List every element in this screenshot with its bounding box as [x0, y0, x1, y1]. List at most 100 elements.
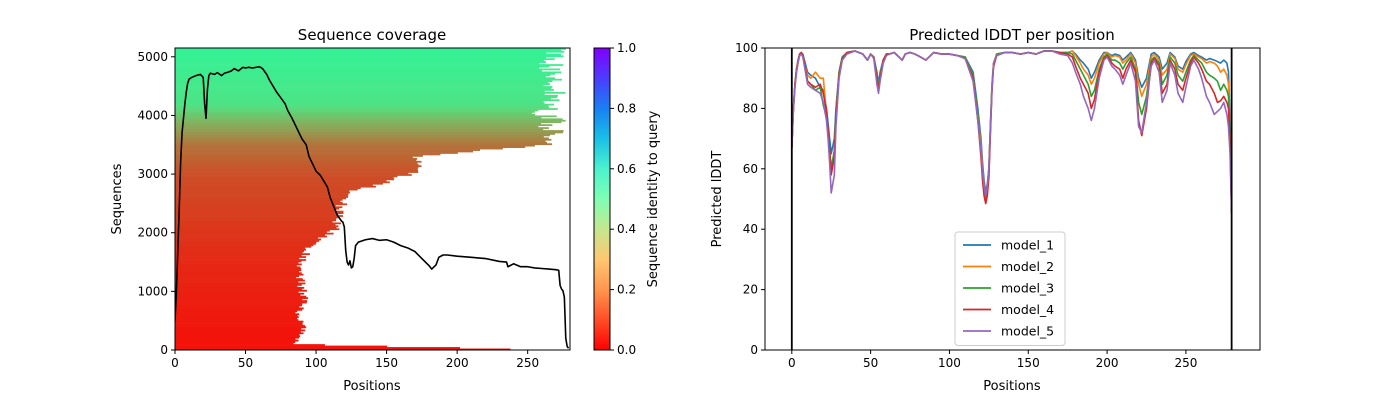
plddt-series-layer	[791, 50, 1233, 215]
plddt-y-axis: 0 20 40 60 80 100	[735, 41, 765, 357]
heatmap-row	[175, 210, 344, 213]
heatmap-row	[175, 140, 546, 143]
colorbar-tick-label: 0.4	[617, 222, 636, 236]
heatmap-row	[175, 118, 563, 121]
heatmap-row	[175, 336, 300, 339]
plddt-legend: model_1 model_2 model_3 model_4 model_5	[954, 231, 1066, 346]
coverage-y-tick-label: 2000	[137, 226, 168, 240]
plddt-vlines	[790, 48, 1233, 350]
heatmap-row	[175, 207, 340, 210]
heatmap-row	[175, 162, 418, 165]
heatmap-row	[175, 338, 296, 341]
coverage-x-axis: 0 50 100 150 200 250	[171, 350, 539, 370]
heatmap-row	[175, 72, 555, 75]
heatmap-row	[175, 116, 542, 119]
heatmap-row	[175, 91, 566, 94]
heatmap-row	[175, 323, 303, 326]
heatmap-row	[175, 197, 346, 200]
heatmap-row	[175, 90, 545, 93]
coverage-heatmap	[175, 48, 566, 350]
heatmap-row	[175, 84, 544, 87]
heatmap-row	[175, 339, 299, 342]
plddt-legend-label: model_3	[1001, 281, 1054, 296]
heatmap-row	[175, 303, 303, 305]
heatmap-row	[175, 93, 545, 96]
heatmap-row	[175, 275, 300, 277]
heatmap-row	[175, 124, 553, 126]
heatmap-row	[175, 238, 322, 241]
heatmap-row	[175, 262, 299, 264]
heatmap-row	[175, 181, 390, 184]
plddt-x-tick-label: 100	[938, 356, 961, 370]
plddt-x-label: Positions	[983, 379, 1041, 394]
heatmap-row	[175, 77, 555, 80]
heatmap-row	[175, 71, 562, 74]
heatmap-row	[175, 342, 294, 345]
heatmap-row	[175, 282, 306, 285]
coverage-plot-frame	[174, 47, 571, 351]
heatmap-row	[175, 298, 303, 301]
plddt-y-tick-label: 100	[735, 41, 758, 55]
heatmap-row	[175, 163, 419, 166]
heatmap-row	[175, 204, 336, 207]
heatmap-row	[175, 125, 539, 128]
heatmap-row	[175, 68, 561, 71]
heatmap-row	[175, 241, 317, 244]
heatmap-row	[175, 295, 307, 298]
heatmap-row	[175, 171, 419, 173]
heatmap-row	[175, 193, 349, 195]
heatmap-row	[175, 300, 308, 302]
heatmap-row	[175, 237, 319, 239]
heatmap-row	[175, 310, 298, 313]
heatmap-row	[175, 259, 307, 261]
heatmap-row	[175, 65, 550, 68]
heatmap-row	[175, 270, 300, 273]
heatmap-row	[175, 102, 545, 105]
heatmap-row	[175, 62, 540, 65]
heatmap-row	[175, 213, 339, 216]
heatmap-row	[175, 322, 303, 324]
heatmap-row	[175, 344, 325, 346]
heatmap-row	[175, 201, 343, 204]
heatmap-row	[175, 345, 388, 348]
heatmap-row	[175, 223, 336, 226]
coverage-x-tick-label: 50	[238, 356, 253, 370]
heatmap-row	[175, 112, 533, 115]
heatmap-row	[175, 69, 542, 72]
heatmap-row	[175, 209, 337, 212]
heatmap-row	[175, 253, 310, 256]
heatmap-row	[175, 248, 306, 251]
coverage-y-tick-label: 1000	[137, 284, 168, 298]
heatmap-row	[175, 134, 550, 137]
heatmap-row	[175, 53, 561, 56]
heatmap-row	[175, 218, 337, 220]
heatmap-row	[175, 220, 333, 223]
coverage-title: Sequence coverage	[298, 26, 446, 44]
heatmap-row	[175, 320, 304, 323]
colorbar-tick-label: 0.0	[617, 343, 636, 357]
plddt-y-tick-label: 0	[750, 343, 758, 357]
heatmap-row	[175, 75, 546, 78]
heatmap-row	[175, 81, 549, 84]
heatmap-row	[175, 284, 302, 286]
coverage-line-layer	[175, 65, 570, 349]
heatmap-row	[175, 278, 303, 280]
heatmap-row	[175, 160, 422, 163]
colorbar-gradient	[593, 47, 611, 351]
heatmap-row	[175, 137, 549, 140]
heatmap-row	[175, 267, 302, 270]
colorbar-tick-label: 1.0	[617, 41, 636, 55]
heatmap-row	[175, 240, 320, 242]
heatmap-row	[175, 347, 461, 349]
heatmap-row	[175, 225, 339, 228]
coverage-line	[175, 65, 570, 349]
heatmap-row	[175, 291, 299, 294]
plddt-series-model_4	[791, 50, 1233, 215]
heatmap-row	[175, 254, 302, 257]
heatmap-row	[175, 330, 301, 333]
heatmap-row	[175, 185, 376, 188]
heatmap-row	[175, 106, 550, 109]
coverage-x-tick-label: 150	[375, 356, 398, 370]
heatmap-row	[175, 316, 299, 319]
heatmap-row	[175, 169, 419, 172]
